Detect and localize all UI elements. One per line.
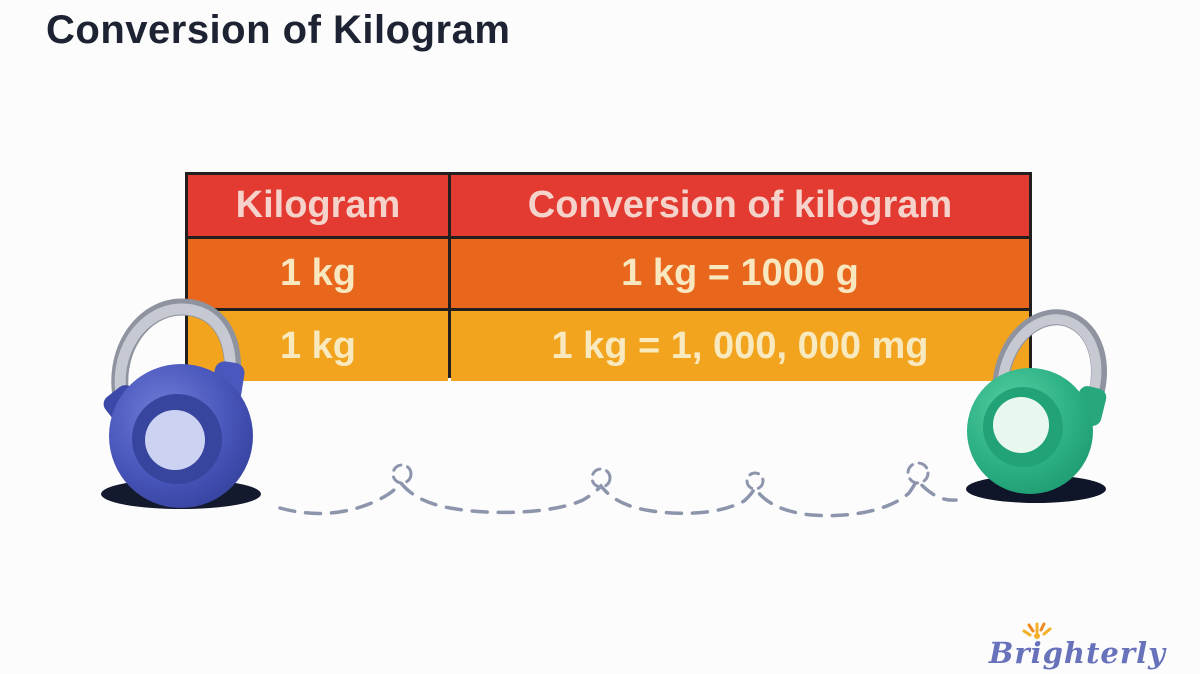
table-header-conversion: Conversion of kilogram <box>451 175 1029 236</box>
conversion-table: Kilogram Conversion of kilogram 1 kg 1 k… <box>185 172 1032 381</box>
green-kettlebell-icon <box>966 309 1107 503</box>
sun-sparkle-icon <box>1022 622 1052 639</box>
brighterly-logo: Brighterly <box>988 622 1166 670</box>
bounce-path-illustration <box>278 461 958 518</box>
logo-text: Brighterly <box>988 636 1166 670</box>
page-title: Conversion of Kilogram <box>46 8 511 52</box>
blue-kettlebell-icon <box>101 298 261 509</box>
table-header-kilogram: Kilogram <box>188 175 448 236</box>
table-cell-row1-grams: 1 kg = 1000 g <box>451 239 1029 308</box>
table-cell-row2-milligrams: 1 kg = 1, 000, 000 mg <box>451 311 1029 381</box>
table-cell-row1-kg: 1 kg <box>188 239 448 308</box>
